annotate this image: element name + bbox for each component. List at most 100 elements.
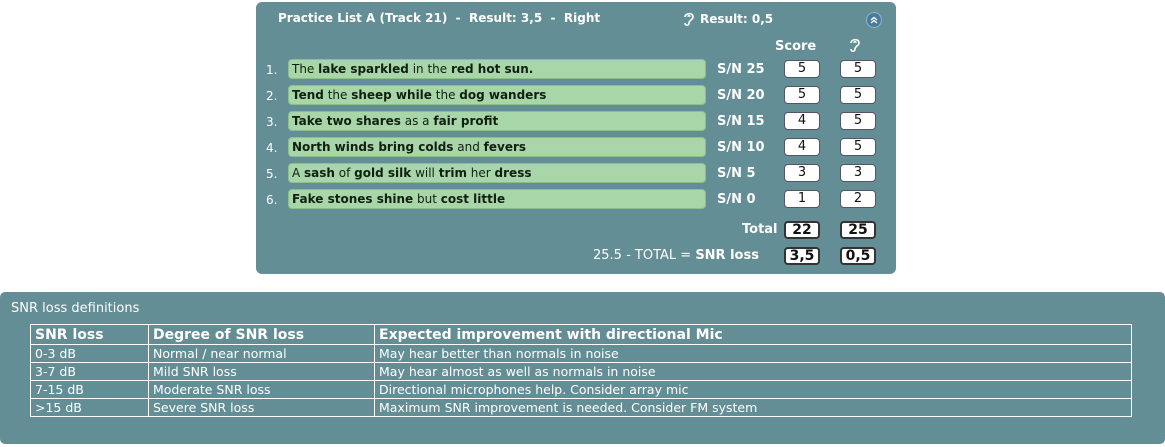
sentence-row: 4. North winds bring colds and fevers S/N … bbox=[256, 137, 896, 159]
snr-loss-label: SNR loss bbox=[695, 248, 759, 263]
title-separator: - bbox=[447, 11, 470, 25]
key-word: sheep while bbox=[351, 88, 432, 102]
list-result: Result: 3,5 bbox=[469, 11, 543, 25]
score-header: Score bbox=[775, 39, 817, 54]
sentence-row: 1. The lake sparkled in the red hot sun. S… bbox=[256, 59, 896, 81]
key-word: fevers bbox=[483, 140, 527, 154]
key-word: sash bbox=[304, 166, 335, 180]
chevron-double-up-icon bbox=[870, 16, 878, 24]
ear-score-input[interactable]: 3 bbox=[840, 164, 876, 182]
improvement-cell: May hear better than normals in noise bbox=[374, 344, 1132, 363]
col-header-improvement: Expected improvement with directional Mi… bbox=[374, 324, 1132, 345]
col-header-snr-loss: SNR loss bbox=[30, 324, 149, 345]
snr-formula: 25.5 - TOTAL = bbox=[593, 248, 696, 263]
sentence-word: the bbox=[323, 88, 352, 102]
key-word: gold silk bbox=[354, 166, 412, 180]
table-row: >15 dB Severe SNR loss Maximum SNR impro… bbox=[30, 398, 1132, 417]
table-row: 0-3 dB Normal / near normal May hear bet… bbox=[30, 344, 1132, 363]
sentence-bar[interactable]: A sash of gold silk will trim her dress bbox=[288, 163, 706, 183]
sentence-word: in the bbox=[408, 62, 451, 76]
key-word: Take two shares bbox=[292, 114, 401, 128]
ear-icon bbox=[682, 11, 695, 27]
sentence-word: the bbox=[431, 88, 460, 102]
sentence-bar[interactable]: Fake stones shine but cost little bbox=[288, 189, 706, 209]
sn-level: S/N 15 bbox=[717, 114, 765, 129]
improvement-cell: Directional microphones help. Consider a… bbox=[374, 380, 1132, 399]
score-input[interactable]: 5 bbox=[784, 86, 820, 104]
panel-title: Practice List A (Track 21) - Result: 3,5… bbox=[278, 11, 600, 25]
degree-cell: Moderate SNR loss bbox=[148, 380, 375, 399]
snr-loss-cell: 7-15 dB bbox=[30, 380, 149, 399]
sentence-bar[interactable]: The lake sparkled in the red hot sun. bbox=[288, 59, 706, 79]
sentence-row: 3. Take two shares as a fair profit S/N 15… bbox=[256, 111, 896, 133]
degree-cell: Normal / near normal bbox=[148, 344, 375, 363]
degree-cell: Severe SNR loss bbox=[148, 398, 375, 417]
definitions-table: SNR loss Degree of SNR loss Expected imp… bbox=[30, 324, 1132, 417]
score-input[interactable]: 4 bbox=[784, 138, 820, 156]
ear-score-input[interactable]: 5 bbox=[840, 138, 876, 156]
ear-score-input[interactable]: 2 bbox=[840, 190, 876, 208]
sentence-bar[interactable]: Tend the sheep while the dog wanders bbox=[288, 85, 706, 105]
sn-level: S/N 0 bbox=[717, 192, 756, 207]
key-word: fair profit bbox=[433, 114, 499, 128]
sentence-row: 2. Tend the sheep while the dog wanders S/… bbox=[256, 85, 896, 107]
improvement-cell: May hear almost as well as normals in no… bbox=[374, 362, 1132, 381]
sn-level: S/N 20 bbox=[717, 88, 765, 103]
ear-score-input[interactable]: 5 bbox=[840, 60, 876, 78]
snr-score-box: 3,5 bbox=[784, 247, 820, 265]
snr-loss-cell: 3-7 dB bbox=[30, 362, 149, 381]
key-word: lake sparkled bbox=[318, 62, 409, 76]
key-word: trim bbox=[438, 166, 467, 180]
key-word: Fake stones shine bbox=[292, 192, 414, 206]
definitions-header-row: SNR loss Degree of SNR loss Expected imp… bbox=[30, 324, 1132, 345]
sentence-bar[interactable]: North winds bring colds and fevers bbox=[288, 137, 706, 157]
score-input[interactable]: 3 bbox=[784, 164, 820, 182]
collapse-button[interactable] bbox=[866, 12, 882, 28]
ear-side: Right bbox=[563, 11, 601, 25]
table-row: 3-7 dB Mild SNR loss May hear almost as … bbox=[30, 362, 1132, 381]
score-input[interactable]: 4 bbox=[784, 112, 820, 130]
score-input[interactable]: 5 bbox=[784, 60, 820, 78]
sentence-word: A bbox=[292, 166, 305, 180]
total-score-box: 22 bbox=[784, 221, 820, 239]
sentence-word: The bbox=[292, 62, 319, 76]
sentence-bar[interactable]: Take two shares as a fair profit bbox=[288, 111, 706, 131]
sn-level: S/N 5 bbox=[717, 166, 756, 181]
row-number: 6. bbox=[266, 193, 278, 207]
row-number: 1. bbox=[266, 63, 278, 77]
col-header-degree: Degree of SNR loss bbox=[148, 324, 375, 345]
row-number: 2. bbox=[266, 89, 278, 103]
row-number: 4. bbox=[266, 141, 278, 155]
key-word: cost little bbox=[440, 192, 506, 206]
ear-score-input[interactable]: 5 bbox=[840, 86, 876, 104]
list-name: Practice List A (Track 21) bbox=[278, 11, 448, 25]
row-number: 3. bbox=[266, 115, 278, 129]
sentence-word: as a bbox=[400, 114, 434, 128]
practice-list-panel: Practice List A (Track 21) - Result: 3,5… bbox=[256, 2, 896, 274]
ear-result: Result: 0,5 bbox=[682, 11, 773, 27]
title-separator: - bbox=[542, 11, 564, 25]
snr-ear-score-box: 0,5 bbox=[840, 247, 876, 265]
improvement-cell: Maximum SNR improvement is needed. Consi… bbox=[374, 398, 1132, 417]
sn-level: S/N 25 bbox=[717, 62, 765, 77]
snr-loss-cell: 0-3 dB bbox=[30, 344, 149, 363]
key-word: dog wanders bbox=[459, 88, 547, 102]
snr-definitions-panel: SNR loss definitions SNR loss Degree of … bbox=[0, 292, 1165, 444]
degree-cell: Mild SNR loss bbox=[148, 362, 375, 381]
sentence-word: and bbox=[453, 140, 484, 154]
total-ear-score-box: 25 bbox=[840, 221, 876, 239]
ear-header-icon bbox=[848, 37, 861, 57]
snr-loss-line: 25.5 - TOTAL = SNR loss bbox=[593, 248, 759, 263]
sn-level: S/N 10 bbox=[717, 140, 765, 155]
sentence-word: will bbox=[411, 166, 439, 180]
score-input[interactable]: 1 bbox=[784, 190, 820, 208]
definitions-title: SNR loss definitions bbox=[11, 301, 140, 316]
total-label: Total bbox=[742, 222, 778, 237]
key-word: Tend bbox=[292, 88, 324, 102]
sentence-row: 5. A sash of gold silk will trim her dres… bbox=[256, 163, 896, 185]
snr-loss-cell: >15 dB bbox=[30, 398, 149, 417]
sentence-word: of bbox=[334, 166, 355, 180]
sentence-word: her bbox=[466, 166, 495, 180]
ear-score-input[interactable]: 5 bbox=[840, 112, 876, 130]
sentence-row: 6. Fake stones shine but cost little S/N 0… bbox=[256, 189, 896, 211]
